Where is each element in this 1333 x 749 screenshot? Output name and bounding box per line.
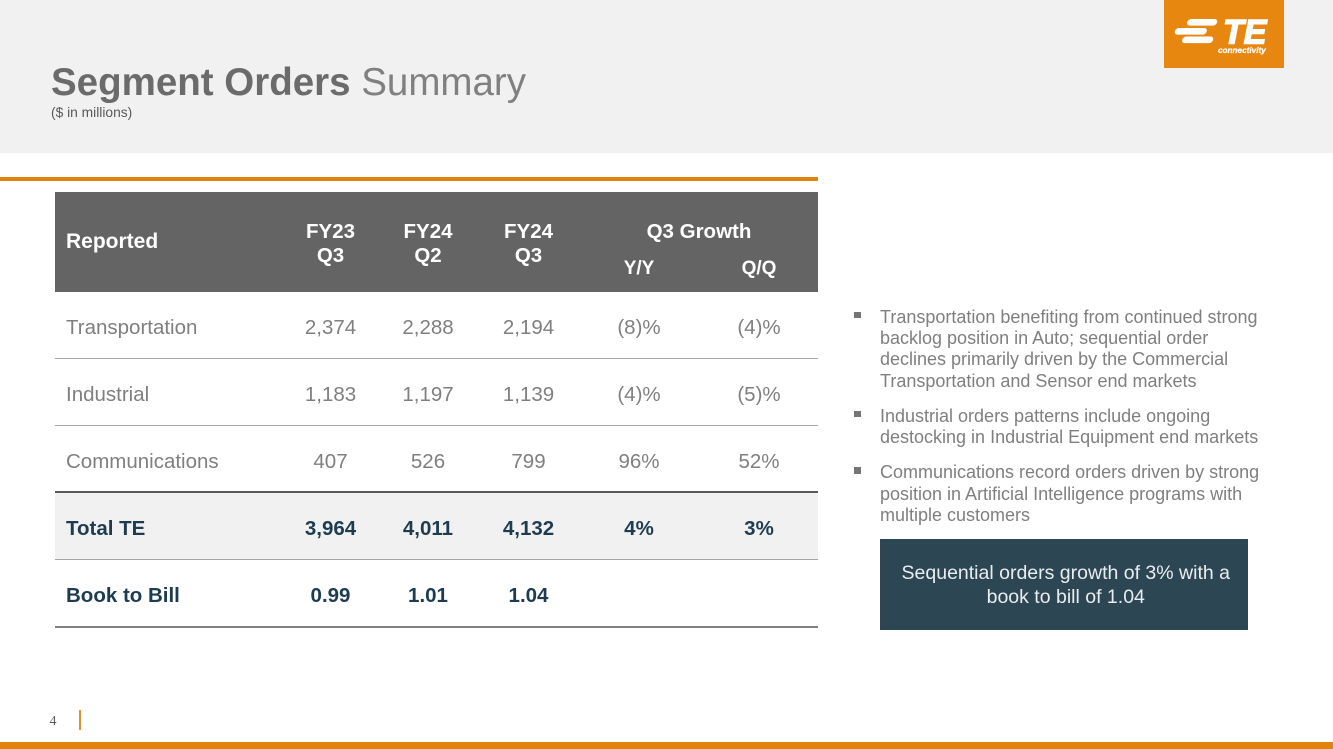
svg-text:connectivity: connectivity [1218, 46, 1266, 55]
svg-text:TE: TE [1223, 14, 1268, 52]
